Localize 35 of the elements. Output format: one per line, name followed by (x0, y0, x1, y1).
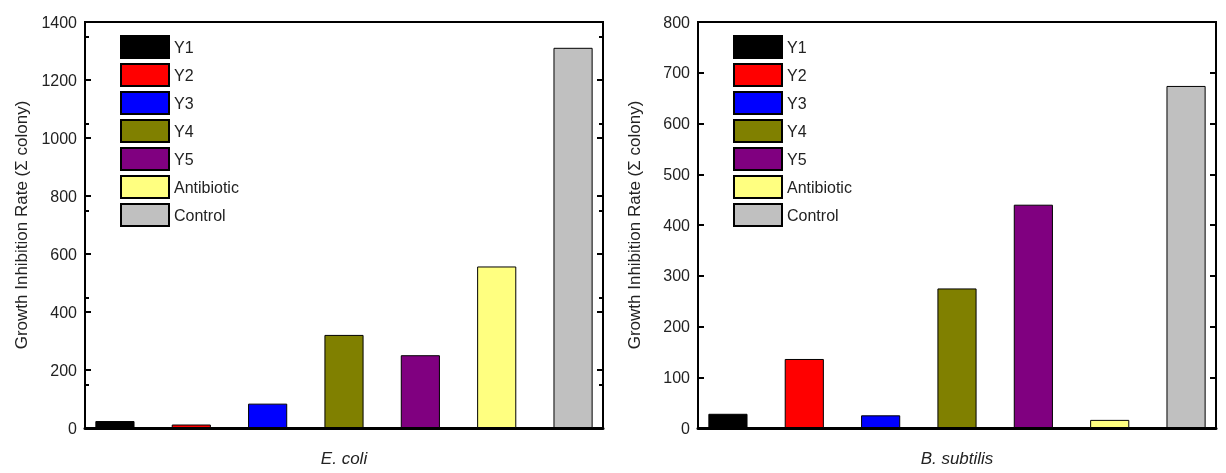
x-axis-title: B. subtilis (920, 449, 994, 468)
legend-label: Y5 (174, 150, 194, 168)
y-tick-label: 100 (663, 368, 691, 386)
y-tick-label: 800 (663, 13, 691, 31)
y-tick-label: 1400 (41, 13, 78, 31)
legend-label: Y5 (787, 150, 807, 168)
y-axis-title: Growth Inhibition Rate (Σ colony) (625, 100, 644, 350)
legend-label: Y2 (787, 66, 807, 84)
y-tick-label: 800 (50, 187, 78, 205)
y-tick-label: 300 (663, 267, 691, 285)
y-tick-label: 200 (50, 361, 78, 379)
legend-label: Control (174, 206, 226, 224)
y-tick-label: 400 (663, 216, 691, 234)
y-tick-label: 1200 (41, 71, 78, 89)
legend-label: Y2 (174, 66, 194, 84)
y-tick-label: 1000 (41, 129, 78, 147)
legend-label: Y4 (787, 122, 807, 140)
y-axis-title: Growth Inhibition Rate (Σ colony) (12, 100, 31, 350)
y-tick-label: 0 (681, 419, 691, 437)
legend-label: Y1 (174, 38, 194, 56)
x-axis-title: E. coli (320, 449, 369, 468)
y-tick-label: 600 (50, 245, 78, 263)
legend-label: Control (787, 206, 839, 224)
legend-label: Y4 (174, 122, 194, 140)
y-tick-label: 400 (50, 303, 78, 321)
legend-label: Y3 (787, 94, 807, 112)
y-tick-label: 0 (68, 419, 78, 437)
y-tick-label: 500 (663, 165, 691, 183)
y-tick-label: 200 (663, 318, 691, 335)
legend-label: Y1 (787, 38, 807, 56)
y-tick-label: 700 (663, 64, 691, 82)
legend-label: Antibiotic (787, 178, 852, 196)
legend-label: Y3 (174, 94, 194, 112)
y-tick-label: 600 (663, 115, 691, 132)
legend-label: Antibiotic (174, 178, 239, 196)
